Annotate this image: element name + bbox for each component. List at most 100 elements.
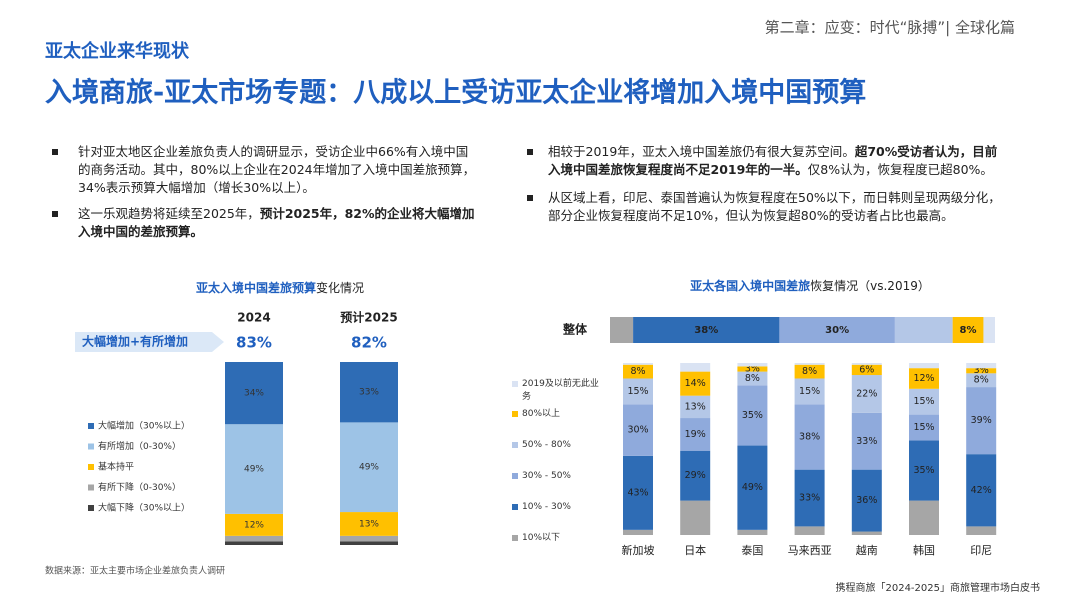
bullet-line: 部分企业恢复程度尚不足10%，但认为恢复超80%的受访者占比也最高。 <box>548 208 954 223</box>
legend-swatch <box>512 442 518 448</box>
annotation-value: 83% <box>236 334 272 352</box>
column-segment <box>909 414 939 441</box>
data-label: 15% <box>913 396 934 407</box>
data-label: 33% <box>799 493 820 504</box>
data-label: 15% <box>799 386 820 397</box>
section: 亚太企业来华现状 <box>45 40 190 62</box>
legend-label: 有所下降（0-30%） <box>98 481 181 493</box>
column-segment <box>966 387 997 455</box>
bar-segment <box>225 362 283 425</box>
column-segment <box>966 373 997 388</box>
column-segment <box>794 526 825 535</box>
bullet <box>52 149 58 155</box>
legend-swatch <box>512 411 518 417</box>
legend-swatch <box>88 464 94 470</box>
column-segment <box>737 366 768 372</box>
column-segment <box>851 469 882 532</box>
column-segment <box>909 363 939 369</box>
data-label: 3% <box>974 365 989 376</box>
category-label: 印尼 <box>970 544 992 557</box>
text-run: 仅8%认为，恢复程度已超80%。 <box>808 162 993 177</box>
legend-swatch <box>88 484 94 491</box>
data-label: 49% <box>244 465 264 475</box>
legend-label: 30% - 50% <box>522 471 571 481</box>
legend-label: 基本持平 <box>98 461 134 473</box>
column-segment <box>680 450 711 501</box>
column-segment <box>851 375 882 413</box>
text-run: 恢复情况（vs.2019） <box>810 279 930 293</box>
data-label: 39% <box>971 415 992 426</box>
text-run: 亚太各国入境中国差旅 <box>690 278 810 293</box>
bullet-line: 相较于2019年，亚太入境中国差旅仍有很大复苏空间。超70%受访者认为，目前 <box>548 144 998 159</box>
column-segment <box>623 455 653 530</box>
data-label: 12% <box>244 520 264 530</box>
overall-segment <box>894 317 953 343</box>
data-label: 8% <box>630 366 645 377</box>
bullet-line: 这一乐观趋势将延续至2025年，预计2025年，82%的企业将大幅增加 <box>78 206 475 221</box>
data-label: 8% <box>974 375 989 386</box>
legend-label: 大幅增加（30%以上） <box>98 420 190 432</box>
bullet-line: 针对亚太地区企业差旅负责人的调研显示，受访企业中66%有入境中国 <box>78 144 468 159</box>
main-title: 入境商旅-亚太市场专题：八成以上受访亚太企业将增加入境中国预算 <box>45 77 866 109</box>
data-label: 8% <box>802 366 817 377</box>
column-segment <box>794 404 825 470</box>
bar-segment <box>225 513 283 536</box>
text-run: 相较于2019年，亚太入境中国差旅仍有很大复苏空间。 <box>548 144 855 159</box>
category-label: 泰国 <box>741 543 763 557</box>
data-label: 29% <box>685 470 706 481</box>
bullet <box>52 211 58 217</box>
category-label: 预计2025 <box>340 310 397 325</box>
data-label: 35% <box>913 465 934 476</box>
column-segment <box>623 378 653 405</box>
data-label: 38% <box>694 325 718 336</box>
data-label: 13% <box>359 519 379 529</box>
legend-item: 10% - 30% <box>512 501 600 514</box>
column-segment <box>851 412 882 470</box>
column-segment <box>680 500 711 535</box>
overall-segment <box>633 317 780 343</box>
publication: 携程商旅「2024-2025」商旅管理市场白皮书 <box>835 581 1040 594</box>
legend-item: 50% - 80% <box>512 439 600 452</box>
text-run: 入境中国差旅恢复程度尚不足2019年的一半。 <box>548 162 808 177</box>
data-label: 3% <box>745 364 760 375</box>
column-segment <box>680 395 711 419</box>
text-run: 从区域上看，印尼、泰国普遍认为恢复程度在50%以下，而日韩则呈现两级分化， <box>548 190 1001 205</box>
text-run: 预计2025年，82%的企业将大幅增加 <box>260 206 475 221</box>
text-run: 亚太入境中国差旅预算 <box>196 280 316 295</box>
bullet-line: 34%表示预算大幅增加（增长30%以上）。 <box>78 180 315 195</box>
bullet-line: 的商务活动。其中，80%以上企业在2024年增加了入境中国差旅预算， <box>78 162 475 177</box>
column-segment <box>737 529 768 535</box>
column-segment <box>737 371 768 386</box>
bullet <box>527 149 533 155</box>
legend-item: 80%以上 <box>512 408 600 421</box>
text-run: 入境中国的差旅预算。 <box>78 224 203 239</box>
legend-swatch <box>512 504 518 510</box>
column-segment <box>851 363 882 365</box>
text-run: 变化情况 <box>316 280 364 295</box>
data-label: 36% <box>856 495 877 506</box>
legend-swatch <box>88 505 94 511</box>
bullet-line: 入境中国差旅恢复程度尚不足2019年的一半。仅8%认为，恢复程度已超80%。 <box>548 162 993 177</box>
column-segment <box>909 388 939 415</box>
column-segment <box>966 368 997 374</box>
source: 数据来源：亚太主要市场企业差旅负责人调研 <box>45 565 225 577</box>
column-segment <box>851 364 882 376</box>
column-segment <box>909 440 939 501</box>
chart-title: 亚太入境中国差旅预算变化情况 <box>196 280 364 295</box>
column-segment <box>680 363 711 372</box>
overall-segment <box>779 317 895 343</box>
column-segment <box>623 404 653 456</box>
column-segment <box>623 364 653 379</box>
data-label: 35% <box>742 410 763 421</box>
legend-swatch <box>512 381 518 387</box>
annotation-value: 82% <box>351 334 387 352</box>
data-label: 49% <box>742 482 763 493</box>
overall-label: 整体 <box>562 322 588 337</box>
data-label: 33% <box>856 436 877 447</box>
data-label: 8% <box>960 325 977 336</box>
column-segment <box>794 364 825 379</box>
legend-swatch <box>88 423 94 429</box>
data-label: 19% <box>685 429 706 440</box>
legend-label: 大幅下降（30%以上） <box>98 502 190 514</box>
